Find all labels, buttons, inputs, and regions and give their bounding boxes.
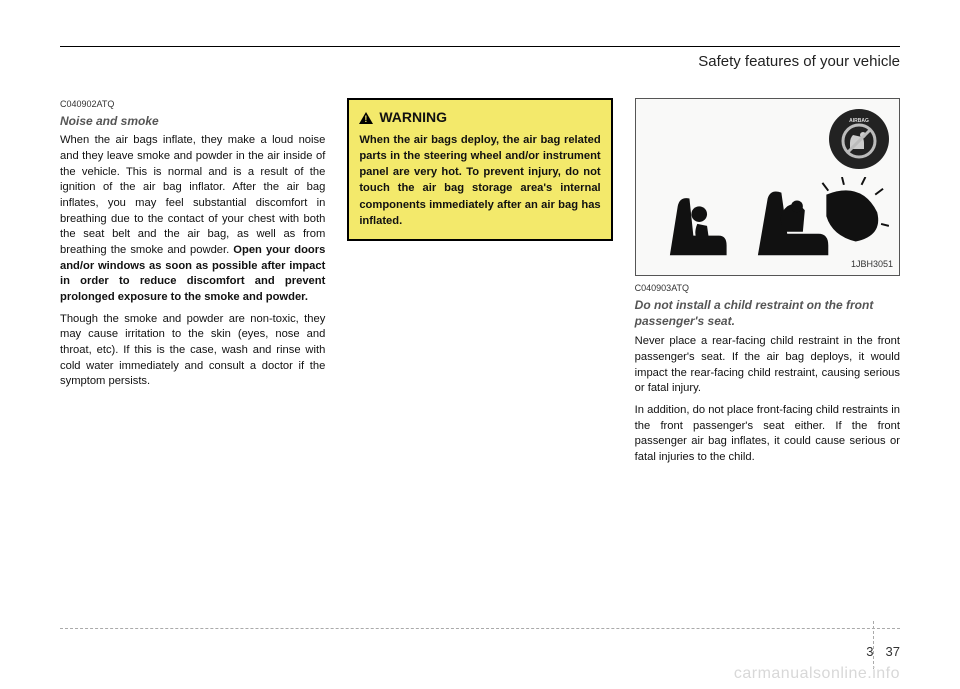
page-footer: 3 37 [866,644,900,659]
manual-page: Safety features of your vehicle C040902A… [0,0,960,689]
topic-code: C040903ATQ [635,282,900,295]
topic-code: C040902ATQ [60,98,325,111]
paragraph: In addition, do not place front-facing c… [635,403,900,466]
page-number: 37 [880,644,900,659]
svg-text:AIRBAG: AIRBAG [849,118,869,124]
watermark-text: carmanualsonline.info [734,665,900,683]
figure-label: 1JBH3051 [851,258,893,271]
airbag-prohibit-icon: AIRBAG [829,109,889,169]
warning-heading: WARNING [359,108,600,128]
column-3: AIRBAG [635,98,900,472]
figure-no-child-seat: AIRBAG [635,98,900,276]
warning-text: When the air bags deploy, the air bag re… [359,132,600,229]
footer-dashed-rule [60,628,900,629]
warning-box: WARNING When the air bags deploy, the ai… [347,98,612,241]
column-2: WARNING When the air bags deploy, the ai… [347,98,612,472]
warning-triangle-icon [359,112,373,124]
paragraph: Though the smoke and powder are non-toxi… [60,312,325,390]
seat-scene-icon [646,177,889,265]
paragraph: Never place a rear-facing child restrain… [635,334,900,397]
header-rule [60,46,900,47]
topic-subhead: Do not install a child restraint on the … [635,297,900,331]
topic-subhead: Noise and smoke [60,113,325,130]
paragraph: When the air bags inflate, they make a l… [60,133,325,305]
paragraph-text: When the air bags inflate, they make a l… [60,134,325,256]
content-columns: C040902ATQ Noise and smoke When the air … [60,98,900,472]
chapter-number: 3 [866,644,879,659]
column-1: C040902ATQ Noise and smoke When the air … [60,98,325,472]
section-title: Safety features of your vehicle [60,53,900,70]
warning-label: WARNING [379,108,447,128]
